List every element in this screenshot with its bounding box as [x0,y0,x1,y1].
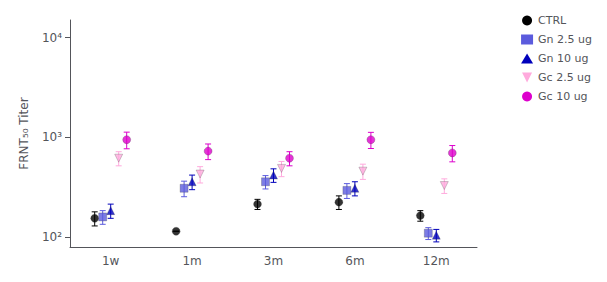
svg-text:10²: 10² [42,230,62,244]
svg-text:Gn 2.5 ug: Gn 2.5 ug [538,33,592,46]
svg-text:Gc 10 ug: Gc 10 ug [538,90,588,103]
svg-text:10⁴: 10⁴ [42,31,62,45]
svg-text:1w: 1w [102,254,120,268]
svg-text:Gc 2.5 ug: Gc 2.5 ug [538,71,591,84]
svg-text:1m: 1m [182,254,201,268]
svg-text:CTRL: CTRL [538,14,567,27]
svg-text:Gn 10 ug: Gn 10 ug [538,52,588,65]
svg-text:3m: 3m [264,254,283,268]
svg-text:6m: 6m [345,254,364,268]
svg-text:10³: 10³ [42,130,62,144]
svg-text:12m: 12m [423,254,450,268]
svg-text:FRNT₅₀ Titer: FRNT₅₀ Titer [17,97,31,169]
